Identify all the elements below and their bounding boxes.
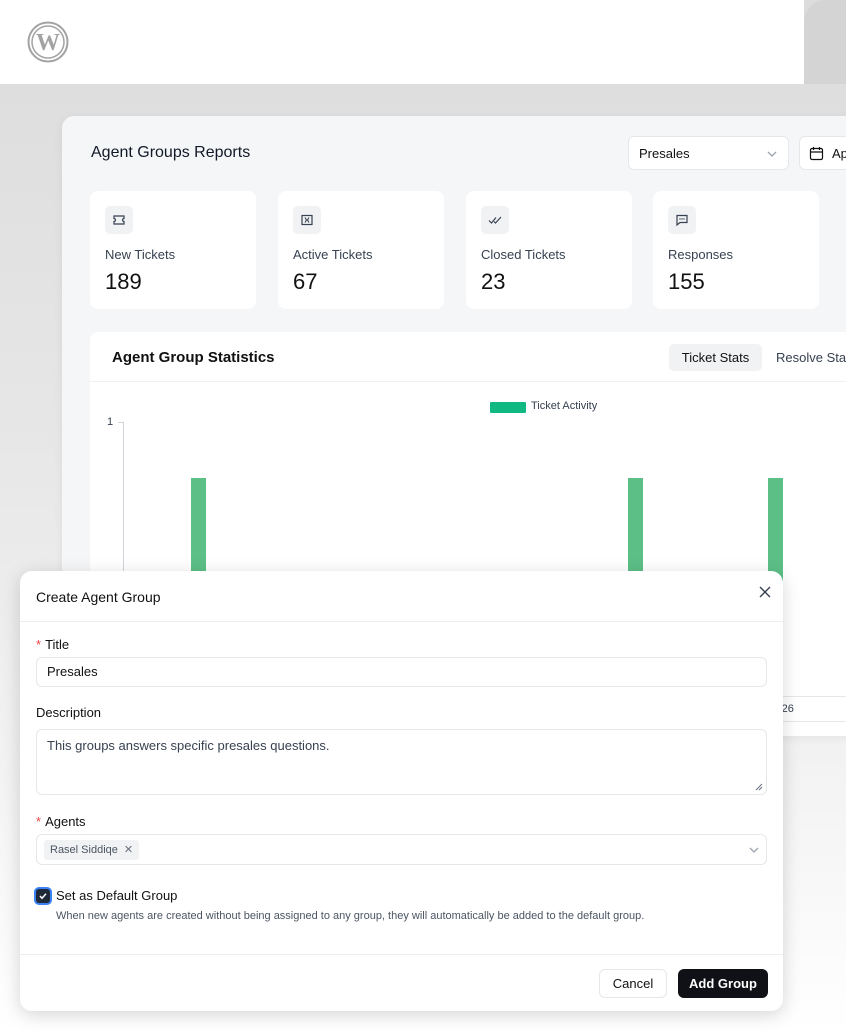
svg-text:W: W [36, 30, 60, 56]
ticket-icon [105, 206, 133, 234]
description-text: This groups answers specific presales qu… [47, 738, 330, 753]
cancel-button[interactable]: Cancel [599, 969, 667, 998]
chevron-down-icon[interactable] [748, 844, 760, 856]
wordpress-icon[interactable]: W [27, 21, 69, 63]
legend-swatch[interactable] [490, 402, 526, 413]
modal-footer-divider [20, 954, 783, 955]
agent-chip-label: Rasel Siddiqe [50, 844, 118, 856]
stat-card-new-tickets: New Tickets 189 [90, 191, 256, 309]
tab-resolve-stats[interactable]: Resolve Sta [776, 350, 846, 365]
y-tick-mark [118, 422, 123, 423]
title-label-text: Title [45, 637, 70, 652]
statistics-header: Agent Group Statistics Ticket Stats Reso… [90, 332, 846, 382]
default-group-checkbox[interactable] [36, 889, 50, 903]
group-select[interactable]: Presales [628, 136, 789, 170]
x-axis-label: -26 [772, 696, 846, 722]
page-title: Agent Groups Reports [91, 144, 251, 161]
stat-label: Responses [668, 247, 734, 262]
ticket-open-icon [293, 206, 321, 234]
modal-header: Create Agent Group [20, 571, 783, 622]
modal-title: Create Agent Group [36, 589, 161, 605]
title-input[interactable]: Presales [36, 657, 767, 687]
stat-value: 155 [668, 269, 705, 294]
chevron-down-icon [767, 151, 777, 157]
stat-label: New Tickets [105, 247, 176, 262]
agents-field-label: * Agents [36, 814, 86, 829]
group-select-value: Presales [639, 146, 690, 161]
message-icon [668, 206, 696, 234]
description-textarea[interactable]: This groups answers specific presales qu… [36, 729, 767, 795]
checkmark-icon [39, 893, 47, 900]
date-range-picker[interactable]: Ap [799, 136, 846, 170]
agents-label-text: Agents [45, 814, 86, 829]
create-agent-group-modal: Create Agent Group * Title Presales Descr… [20, 571, 783, 1011]
statistics-title: Agent Group Statistics [112, 349, 275, 366]
agent-chip: Rasel Siddiqe ✕ [44, 840, 140, 860]
agents-select[interactable]: Rasel Siddiqe ✕ [36, 834, 767, 865]
double-check-icon [481, 206, 509, 234]
stat-value: 67 [293, 269, 318, 294]
admin-top-bar: W [0, 0, 804, 84]
resize-grip-icon[interactable] [755, 783, 763, 791]
required-marker: * [36, 814, 42, 829]
add-group-button[interactable]: Add Group [678, 969, 768, 998]
legend-label: Ticket Activity [531, 400, 598, 412]
stat-card-active-tickets: Active Tickets 67 [278, 191, 444, 309]
remove-chip-icon[interactable]: ✕ [123, 844, 134, 856]
default-group-help: When new agents are created without bein… [56, 910, 645, 922]
date-range-label: Ap [832, 146, 846, 161]
close-icon[interactable] [757, 584, 773, 600]
y-axis [123, 422, 124, 602]
window-corner [804, 0, 846, 84]
stat-value: 189 [105, 269, 142, 294]
stat-value: 23 [481, 269, 506, 294]
stat-card-closed-tickets: Closed Tickets 23 [466, 191, 632, 309]
stat-card-responses: Responses 155 [653, 191, 819, 309]
stat-label: Closed Tickets [481, 247, 566, 262]
calendar-icon [809, 147, 824, 161]
required-marker: * [36, 637, 42, 652]
y-tick-label: 1 [107, 416, 114, 428]
title-field-label: * Title [36, 637, 69, 652]
description-label: Description [36, 705, 102, 720]
tab-ticket-stats[interactable]: Ticket Stats [669, 344, 762, 371]
stat-label: Active Tickets [293, 247, 373, 262]
default-group-label[interactable]: Set as Default Group [56, 888, 178, 903]
